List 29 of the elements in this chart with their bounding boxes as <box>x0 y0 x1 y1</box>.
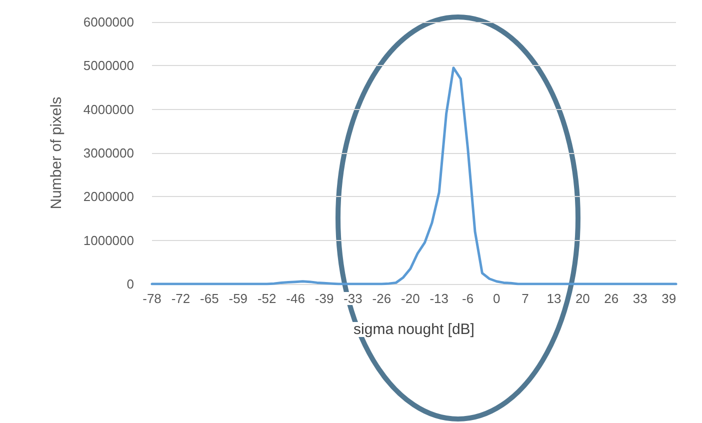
y-tick-label: 0 <box>126 276 134 292</box>
x-tick-label: 33 <box>632 291 648 306</box>
x-tick-label: 0 <box>492 291 500 306</box>
x-axis-title: sigma nought [dB] <box>354 321 474 338</box>
x-tick-label: -13 <box>430 291 449 306</box>
x-tick-label: 13 <box>546 291 562 306</box>
y-tick-label: 5000000 <box>83 58 134 74</box>
x-tick-label: -78 <box>142 291 162 306</box>
x-tick-label: -72 <box>171 291 190 306</box>
y-tick-label: 4000000 <box>83 102 134 117</box>
y-tick-label: 2000000 <box>83 189 134 204</box>
line-series <box>150 66 678 286</box>
x-tick-label: -59 <box>228 291 248 306</box>
x-tick-label: -6 <box>462 291 474 306</box>
x-tick-label: 20 <box>575 291 590 306</box>
x-tick-label: -52 <box>257 291 276 306</box>
x-tick-label: -65 <box>200 291 219 306</box>
x-tick-label: 39 <box>662 291 676 306</box>
x-tick-label: -26 <box>372 291 392 306</box>
y-tick-label: 1000000 <box>83 232 134 248</box>
y-tick-label: 6000000 <box>83 14 134 30</box>
x-tick-label: -46 <box>286 291 305 306</box>
y-axis-title: Number of pixels <box>48 96 65 210</box>
x-tick-label: -39 <box>314 291 334 306</box>
x-tick-label: -33 <box>344 291 362 306</box>
x-tick-label: 7 <box>522 291 529 306</box>
x-tick-label: 26 <box>604 291 619 306</box>
x-tick-label: -20 <box>401 291 420 306</box>
y-tick-label: 3000000 <box>83 146 134 160</box>
